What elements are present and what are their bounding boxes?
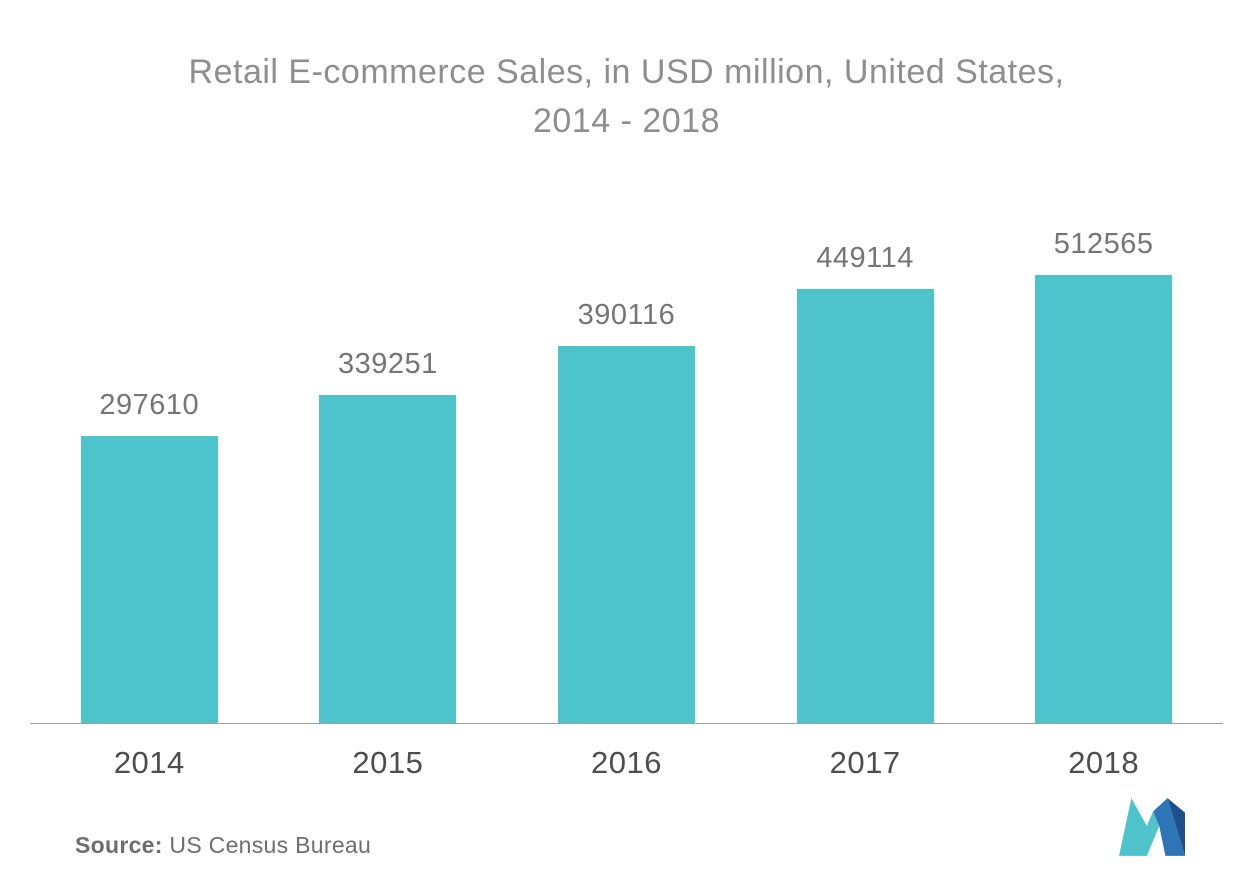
bar-column: 339251 <box>269 228 508 723</box>
bar-column: 449114 <box>746 228 985 723</box>
bar-column: 512565 <box>984 228 1223 723</box>
chart-title: Retail E-commerce Sales, in USD million,… <box>0 48 1253 147</box>
chart-title-line1: Retail E-commerce Sales, in USD million,… <box>188 53 1065 91</box>
x-axis-label: 2018 <box>1068 745 1140 780</box>
bar-value-label: 449114 <box>816 242 914 274</box>
bar-value-label: 339251 <box>338 348 438 380</box>
bar <box>796 289 934 723</box>
x-axis-label: 2016 <box>591 745 662 780</box>
x-axis-labels: 2014 2015 2016 2017 2018 <box>30 745 1223 781</box>
chart-title-line2: 2014 - 2018 <box>533 102 720 141</box>
x-axis-label: 2014 <box>113 745 185 780</box>
source-line: Source: US Census Bureau <box>75 832 371 859</box>
logo-left-shape <box>1119 798 1160 856</box>
x-axis-line <box>30 723 1223 724</box>
bar-column: 297610 <box>30 228 269 723</box>
logo-right-shape <box>1153 798 1185 856</box>
x-axis-label: 2015 <box>352 745 424 780</box>
logo-accent-shape <box>1167 798 1185 856</box>
bar <box>1035 275 1173 723</box>
bar-value-label: 390116 <box>577 299 676 331</box>
bar-value-label: 512565 <box>1053 228 1154 260</box>
plot-area: 297610 339251 390116 449114 512565 <box>30 228 1223 723</box>
source-label: Source: <box>75 832 163 858</box>
mordor-intelligence-logo <box>1119 798 1185 856</box>
x-axis-label: 2017 <box>829 745 901 780</box>
bar-value-label: 297610 <box>99 389 200 421</box>
bar <box>80 436 218 723</box>
source-text: US Census Bureau <box>162 832 372 858</box>
bars-row: 297610 339251 390116 449114 512565 <box>30 228 1223 723</box>
bar-column: 390116 <box>507 228 746 723</box>
bar <box>319 395 457 723</box>
bar <box>557 346 695 723</box>
